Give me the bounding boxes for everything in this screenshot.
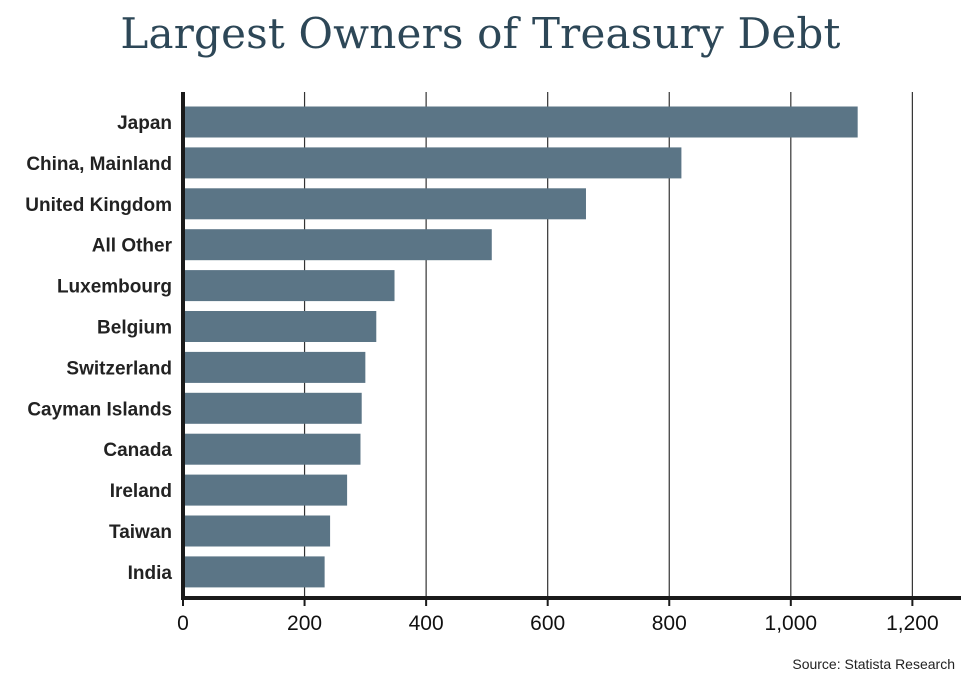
x-tick-label: 600 [530,612,565,635]
bar-switzerland [185,351,366,383]
category-label: All Other [92,236,173,257]
bars [185,106,858,588]
x-tick-label: 1,200 [886,612,939,635]
category-label: United Kingdom [25,195,172,216]
bar-china-mainland [185,147,682,179]
tick-labels: 0 200 400 600 800 1,000 1,200 [177,612,939,635]
category-label: Japan [117,113,172,134]
category-label: Canada [103,440,172,461]
bar-belgium [185,311,377,342]
x-tick-label: 400 [409,612,444,635]
bar-cayman-islands [185,392,362,424]
bar-japan [185,106,858,138]
category-label: Luxembourg [57,277,172,298]
bar-ireland [185,474,348,506]
category-label: Belgium [97,318,172,339]
bar-india [185,556,325,588]
category-label: Ireland [110,481,172,502]
category-label: China, Mainland [26,154,172,175]
category-label: Taiwan [109,522,172,543]
bar-united-kingdom [185,188,586,220]
bar-taiwan [185,515,331,547]
axes [181,92,961,606]
bar-canada [185,433,361,465]
chart-title: Largest Owners of Treasury Debt [120,9,841,58]
x-tick-label: 200 [287,612,322,635]
bar-all-other [185,229,492,261]
bar-luxembourg [185,270,395,302]
category-label: Cayman Islands [27,399,172,420]
source-note: Source: Statista Research [792,656,955,672]
x-tick-label: 1,000 [765,612,818,635]
category-label: India [128,563,173,584]
x-tick-label: 800 [652,612,687,635]
category-label: Switzerland [66,358,172,379]
x-tick-label: 0 [177,612,189,635]
category-labels: Japan China, Mainland United Kingdom All Ot… [25,113,172,584]
